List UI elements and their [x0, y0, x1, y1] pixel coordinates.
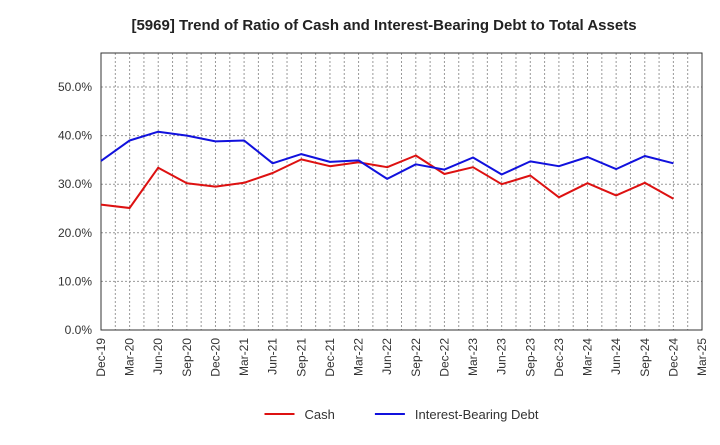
x-tick-label: Dec-21 [323, 338, 337, 377]
x-tick-label: Jun-20 [151, 338, 165, 375]
x-tick-label: Dec-23 [552, 338, 566, 377]
x-tick-label: Jun-21 [266, 338, 280, 375]
y-tick-label: 30.0% [58, 177, 92, 191]
x-tick-label: Jun-24 [609, 338, 623, 375]
x-tick-label: Dec-22 [437, 338, 451, 377]
plot-area [101, 53, 702, 330]
legend-item: Interest-Bearing Debt [374, 407, 539, 422]
legend: Cash Interest-Bearing Debt [264, 407, 539, 422]
legend-label: Interest-Bearing Debt [415, 407, 539, 422]
x-tick-label: Dec-20 [208, 338, 222, 377]
x-tick-label: Jun-23 [495, 338, 509, 375]
x-tick-label: Mar-23 [466, 338, 480, 376]
y-tick-label: 0.0% [65, 323, 93, 337]
series-line-interest-bearing-debt [100, 130, 674, 180]
axes: 0.0% 10.0% 20.0% 30.0% 40.0% 50.0% Dec-19 Mar-2… [58, 52, 709, 377]
x-tick-label: Sep-20 [180, 338, 194, 377]
x-tick-label: Dec-19 [94, 338, 108, 377]
chart-title: [5969] Trend of Ratio of Cash and Intere… [131, 17, 636, 34]
x-tick-label: Jun-22 [380, 338, 394, 375]
plot-frame [100, 52, 703, 331]
x-tick-label: Mar-25 [695, 338, 709, 376]
legend-item: Cash [264, 407, 335, 422]
x-tick-label: Mar-24 [581, 338, 595, 376]
x-tick-label: Sep-24 [638, 338, 652, 377]
series-lines [100, 130, 674, 209]
x-tick-label: Dec-24 [666, 338, 680, 377]
x-tick-label: Mar-21 [237, 338, 251, 376]
x-tick-label: Mar-22 [352, 338, 366, 376]
series-line-cash [100, 154, 674, 209]
y-tick-label: 50.0% [58, 80, 92, 94]
x-tick-label: Sep-23 [523, 338, 537, 377]
x-tick-label: Sep-22 [409, 338, 423, 377]
y-tick-label: 20.0% [58, 226, 92, 240]
y-tick-label: 40.0% [58, 129, 92, 143]
y-tick-label: 10.0% [58, 274, 92, 288]
legend-label: Cash [305, 407, 335, 422]
x-tick-label: Sep-21 [294, 338, 308, 377]
x-tick-label: Mar-20 [123, 338, 137, 376]
grid [100, 53, 703, 331]
